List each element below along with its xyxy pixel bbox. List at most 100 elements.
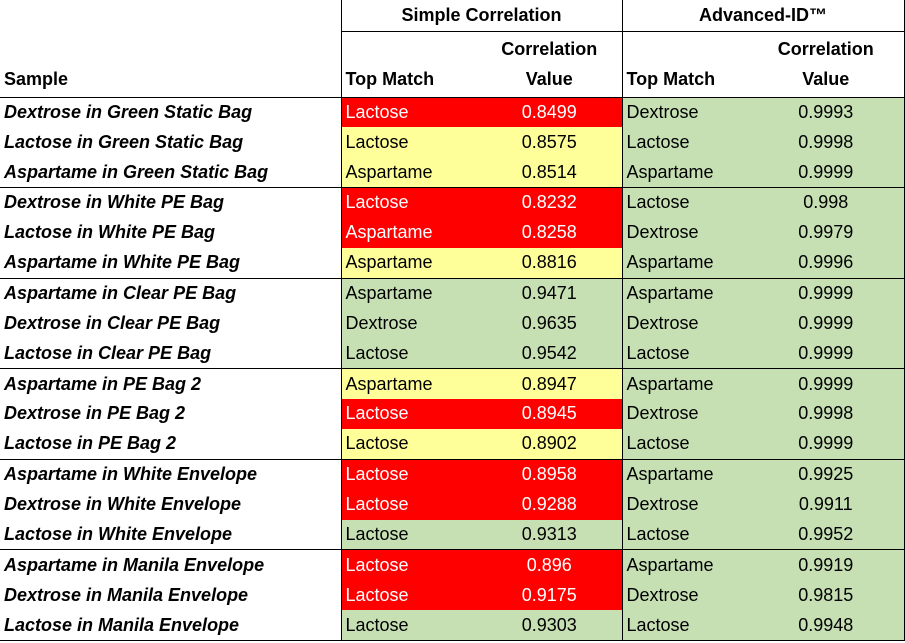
table-row: Aspartame in Clear PE Bag Aspartame 0.9471… — [0, 278, 905, 309]
simple-correlation-header: Simple Correlation — [340, 0, 623, 32]
simple-top-match-cell: Aspartame — [340, 247, 451, 279]
sample-cell: Aspartame in White Envelope — [4, 464, 258, 485]
simple-top-match-cell: Lactose — [340, 610, 451, 641]
simple-top-match-cell: Lactose — [340, 97, 451, 128]
simple-correlation-value-cell: 0.8232 — [451, 187, 623, 218]
simple-correlation-value-cell: 0.9542 — [451, 338, 623, 369]
simple-correlation-value-cell: 0.9288 — [451, 489, 623, 520]
simple-top-match-cell: Aspartame — [340, 157, 451, 188]
table-row: Dextrose in Clear PE Bag Dextrose 0.9635 De… — [0, 308, 905, 339]
sample-cell: Lactose in White PE Bag — [4, 222, 216, 243]
sample-cell: Lactose in Manila Envelope — [4, 614, 240, 635]
advanced-top-match-cell: Lactose — [621, 519, 732, 550]
advanced-correlation-value-cell: 0.9999 — [732, 157, 905, 188]
sample-cell: Lactose in Clear PE Bag — [4, 342, 212, 363]
advanced-top-match-cell: Aspartame — [621, 549, 732, 580]
header-column-row: Sample Top Match Correlation Value Top M… — [0, 31, 905, 97]
simple-top-match-cell: Lactose — [340, 429, 451, 460]
sample-cell: Aspartame in Clear PE Bag — [4, 282, 237, 303]
advanced-correlation-value-cell: 0.9952 — [732, 519, 905, 550]
simple-correlation-value-cell: 0.8945 — [451, 398, 623, 430]
table-row: Aspartame in White PE Bag Aspartame 0.8816… — [0, 247, 905, 279]
sample-cell: Aspartame in Green Static Bag — [4, 161, 269, 182]
advanced-correlation-value-cell: 0.9948 — [732, 610, 905, 641]
simple-corr-header-line1: Correlation — [501, 38, 598, 59]
table-row: Lactose in White PE Bag Aspartame 0.8258 De… — [0, 217, 905, 248]
table-row: Aspartame in Manila Envelope Lactose 0.896… — [0, 549, 905, 580]
simple-correlation-value-cell: 0.8575 — [451, 127, 623, 158]
advanced-corr-header-line2: Value — [802, 68, 850, 89]
advanced-top-match-header: Top Match — [621, 31, 732, 97]
sample-cell: Aspartame in White PE Bag — [4, 252, 241, 273]
sample-cell: Dextrose in PE Bag 2 — [4, 403, 186, 424]
sample-cell: Lactose in PE Bag 2 — [4, 433, 177, 454]
header-corner — [0, 0, 341, 31]
table-row: Aspartame in White Envelope Lactose 0.8958… — [0, 459, 905, 490]
table-row: Aspartame in Green Static Bag Aspartame 0.… — [0, 157, 905, 188]
advanced-top-match-cell: Aspartame — [621, 247, 732, 279]
table-row: Dextrose in White PE Bag Lactose 0.8232 Lac… — [0, 187, 905, 218]
simple-top-match-cell: Lactose — [340, 338, 451, 369]
simple-correlation-value-cell: 0.8947 — [451, 368, 623, 399]
simple-correlation-value-header: Correlation Value — [451, 31, 623, 97]
sample-cell: Dextrose in White PE Bag — [4, 192, 225, 213]
table-row: Dextrose in White Envelope Lactose 0.9288 D… — [0, 489, 905, 520]
table-row: Aspartame in PE Bag 2 Aspartame 0.8947 Aspa… — [0, 368, 905, 399]
table-row: Lactose in White Envelope Lactose 0.9313 La… — [0, 519, 905, 550]
sample-column-header: Sample — [4, 68, 69, 89]
advanced-id-header: Advanced-ID™ — [621, 0, 905, 32]
simple-correlation-value-cell: 0.896 — [451, 549, 623, 580]
simple-top-match-cell: Lactose — [340, 489, 451, 520]
advanced-top-match-cell: Aspartame — [621, 459, 732, 490]
simple-correlation-value-cell: 0.9313 — [451, 519, 623, 550]
advanced-top-match-cell: Dextrose — [621, 398, 732, 430]
simple-top-match-cell: Aspartame — [340, 278, 451, 309]
simple-top-match-cell: Aspartame — [340, 368, 451, 399]
advanced-correlation-value-cell: 0.9999 — [732, 308, 905, 339]
sample-cell: Aspartame in Manila Envelope — [4, 554, 265, 575]
simple-top-match-header: Top Match — [340, 31, 451, 97]
simple-correlation-value-cell: 0.9303 — [451, 610, 623, 641]
simple-top-match-cell: Lactose — [340, 459, 451, 490]
advanced-correlation-value-cell: 0.9999 — [732, 429, 905, 460]
simple-correlation-value-cell: 0.8902 — [451, 429, 623, 460]
sample-cell: Dextrose in White Envelope — [4, 494, 242, 515]
advanced-correlation-value-cell: 0.9999 — [732, 278, 905, 309]
advanced-correlation-value-cell: 0.9996 — [732, 247, 905, 279]
simple-top-match-cell: Lactose — [340, 398, 451, 430]
simple-correlation-value-cell: 0.8816 — [451, 247, 623, 279]
table-row: Dextrose in PE Bag 2 Lactose 0.8945 Dextros… — [0, 398, 905, 430]
advanced-top-match-cell: Lactose — [621, 187, 732, 218]
advanced-correlation-value-cell: 0.9919 — [732, 549, 905, 580]
advanced-top-match-cell: Lactose — [621, 127, 732, 158]
table-row: Lactose in Clear PE Bag Lactose 0.9542 Lact… — [0, 338, 905, 369]
simple-top-match-cell: Lactose — [340, 580, 451, 611]
advanced-correlation-value-cell: 0.9911 — [732, 489, 905, 520]
simple-top-match-cell: Dextrose — [340, 308, 451, 339]
table-row: Dextrose in Green Static Bag Lactose 0.849… — [0, 97, 905, 128]
advanced-top-match-cell: Aspartame — [621, 368, 732, 399]
advanced-correlation-value-cell: 0.9999 — [732, 368, 905, 399]
advanced-top-match-cell: Lactose — [621, 610, 732, 641]
simple-corr-header-line2: Value — [525, 68, 573, 89]
sample-cell: Dextrose in Green Static Bag — [4, 101, 253, 122]
advanced-top-match-cell: Aspartame — [621, 278, 732, 309]
advanced-correlation-value-cell: 0.998 — [732, 187, 905, 218]
advanced-top-match-cell: Dextrose — [621, 217, 732, 248]
advanced-top-match-cell: Dextrose — [621, 580, 732, 611]
advanced-top-match-cell: Aspartame — [621, 157, 732, 188]
simple-top-match-cell: Aspartame — [340, 217, 451, 248]
simple-top-match-cell: Lactose — [340, 519, 451, 550]
table-row: Dextrose in Manila Envelope Lactose 0.9175… — [0, 580, 905, 611]
simple-top-match-cell: Lactose — [340, 549, 451, 580]
sample-cell: Lactose in White Envelope — [4, 523, 233, 544]
advanced-correlation-value-cell: 0.9999 — [732, 338, 905, 369]
simple-correlation-value-cell: 0.8514 — [451, 157, 623, 188]
table-row: Lactose in Manila Envelope Lactose 0.9303 L… — [0, 610, 905, 641]
simple-correlation-value-cell: 0.8958 — [451, 459, 623, 490]
advanced-correlation-value-cell: 0.9979 — [732, 217, 905, 248]
simple-correlation-value-cell: 0.8499 — [451, 97, 623, 128]
simple-correlation-value-cell: 0.9471 — [451, 278, 623, 309]
table-body: Dextrose in Green Static Bag Lactose 0.849… — [0, 97, 905, 641]
